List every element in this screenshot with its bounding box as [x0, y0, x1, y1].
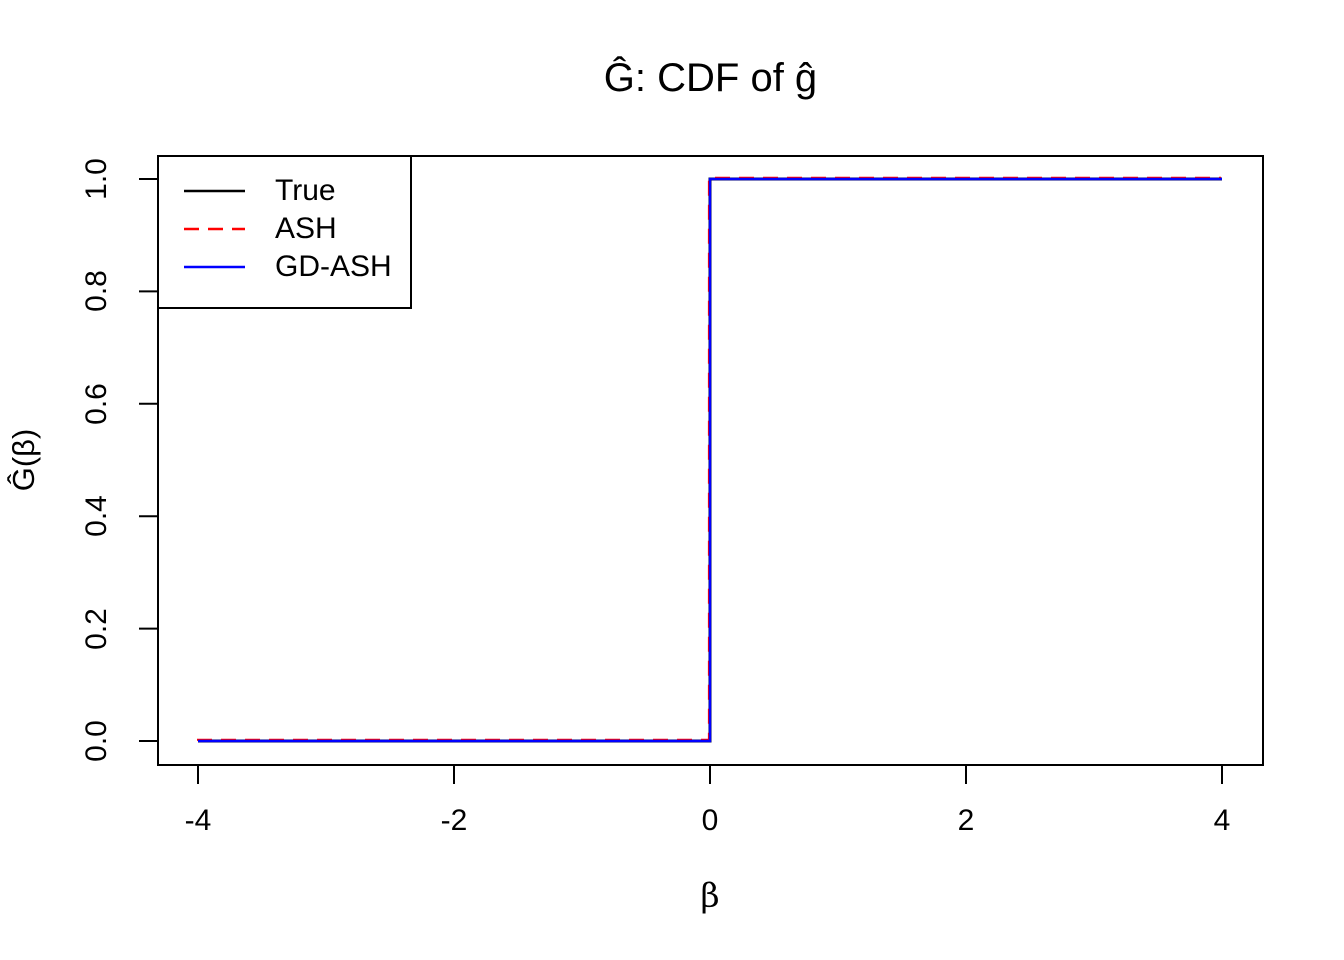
legend-item-gd-ash: GD-ASH [184, 248, 410, 286]
series-line-gd-ash [198, 177, 1222, 743]
y-tick-label: 0.2 [80, 607, 113, 650]
legend-item-true: True [184, 172, 410, 210]
legend-line-sample-true [184, 189, 245, 193]
x-tick-label: 4 [1213, 804, 1231, 837]
x-tick-label: 2 [957, 804, 975, 837]
x-tick-label: 0 [701, 804, 719, 837]
y-tick-label: 0.8 [80, 270, 113, 313]
x-tick-label: -4 [184, 804, 212, 837]
legend-label: True [275, 174, 336, 207]
chart-title: Ĝ: CDF of ĝ [603, 56, 818, 100]
legend: True ASH GD-ASH [157, 155, 412, 309]
x-tick-label: -2 [440, 804, 468, 837]
data-series [197, 176, 1222, 743]
y-tick-label: 0.4 [80, 495, 113, 538]
y-axis-label: Ĝ(β) [6, 428, 41, 492]
legend-label: ASH [275, 212, 337, 245]
legend-line-sample-gd-ash [184, 265, 245, 269]
legend-item-ash: ASH [184, 210, 410, 248]
axis-ticks [139, 178, 1223, 784]
y-tick-label: 0.6 [80, 382, 113, 425]
legend-line-sample-ash [184, 227, 245, 231]
y-tick-label: 1.0 [80, 158, 113, 200]
x-axis-label: β [700, 875, 720, 915]
legend-label: GD-ASH [275, 250, 392, 283]
y-tick-label: 0.0 [80, 720, 113, 762]
